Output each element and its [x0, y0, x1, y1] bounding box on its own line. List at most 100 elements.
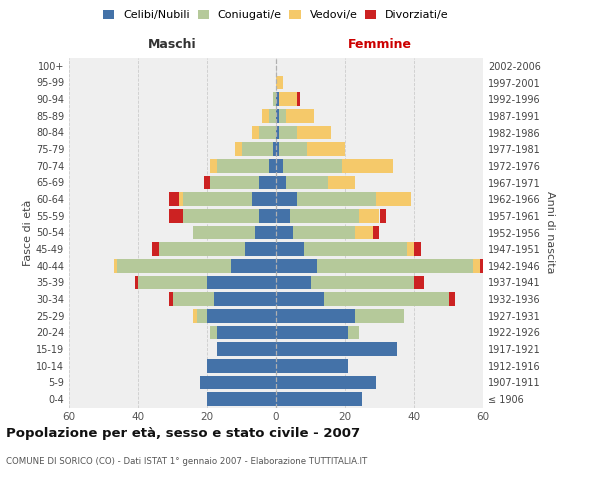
Bar: [276, 176, 286, 190]
Bar: [296, 92, 300, 106]
Bar: [376, 192, 410, 206]
Bar: [283, 159, 341, 172]
Bar: [280, 142, 307, 156]
Text: Maschi: Maschi: [148, 38, 197, 51]
Bar: [272, 92, 276, 106]
Bar: [276, 326, 349, 340]
Bar: [200, 376, 276, 390]
Bar: [197, 309, 207, 322]
Bar: [252, 126, 259, 140]
Bar: [276, 342, 397, 356]
Bar: [214, 292, 276, 306]
Bar: [256, 226, 276, 239]
Bar: [183, 209, 259, 222]
Bar: [203, 176, 211, 190]
Bar: [262, 109, 269, 122]
Bar: [276, 159, 283, 172]
Bar: [296, 126, 331, 140]
Bar: [328, 176, 355, 190]
Bar: [193, 226, 256, 239]
Bar: [276, 392, 362, 406]
Bar: [179, 192, 183, 206]
Bar: [355, 309, 404, 322]
Bar: [473, 259, 479, 272]
Text: COMUNE DI SORICO (CO) - Dati ISTAT 1° gennaio 2007 - Elaborazione TUTTITALIA.IT: COMUNE DI SORICO (CO) - Dati ISTAT 1° ge…: [6, 458, 367, 466]
Y-axis label: Anni di nascita: Anni di nascita: [545, 191, 554, 274]
Bar: [414, 242, 421, 256]
Bar: [276, 109, 280, 122]
Bar: [114, 259, 118, 272]
Bar: [252, 192, 276, 206]
Bar: [276, 309, 355, 322]
Bar: [217, 326, 276, 340]
Bar: [276, 359, 349, 372]
Bar: [235, 142, 241, 156]
Bar: [414, 276, 424, 289]
Bar: [207, 359, 276, 372]
Bar: [231, 259, 276, 272]
Bar: [272, 142, 276, 156]
Bar: [211, 326, 217, 340]
Bar: [193, 309, 197, 322]
Bar: [211, 176, 259, 190]
Bar: [280, 109, 286, 122]
Bar: [269, 109, 276, 122]
Bar: [276, 292, 325, 306]
Bar: [286, 109, 314, 122]
Bar: [211, 159, 217, 172]
Legend: Celibi/Nubili, Coniugati/e, Vedovi/e, Divorziati/e: Celibi/Nubili, Coniugati/e, Vedovi/e, Di…: [100, 6, 452, 24]
Bar: [307, 142, 345, 156]
Bar: [259, 176, 276, 190]
Bar: [134, 276, 138, 289]
Bar: [245, 242, 276, 256]
Bar: [359, 209, 379, 222]
Bar: [169, 292, 173, 306]
Bar: [479, 259, 483, 272]
Bar: [242, 142, 272, 156]
Bar: [169, 209, 183, 222]
Bar: [296, 192, 376, 206]
Bar: [269, 159, 276, 172]
Bar: [311, 276, 414, 289]
Bar: [138, 276, 207, 289]
Bar: [276, 226, 293, 239]
Text: Femmine: Femmine: [347, 38, 412, 51]
Bar: [407, 242, 414, 256]
Bar: [207, 392, 276, 406]
Bar: [259, 126, 276, 140]
Bar: [159, 242, 245, 256]
Bar: [207, 276, 276, 289]
Bar: [280, 92, 296, 106]
Bar: [169, 192, 179, 206]
Bar: [373, 226, 379, 239]
Bar: [207, 309, 276, 322]
Bar: [276, 92, 280, 106]
Bar: [355, 226, 373, 239]
Bar: [217, 342, 276, 356]
Text: Popolazione per età, sesso e stato civile - 2007: Popolazione per età, sesso e stato civil…: [6, 428, 360, 440]
Bar: [290, 209, 359, 222]
Bar: [380, 209, 386, 222]
Bar: [276, 242, 304, 256]
Bar: [341, 159, 394, 172]
Bar: [349, 326, 359, 340]
Bar: [276, 192, 296, 206]
Bar: [276, 209, 290, 222]
Bar: [276, 376, 376, 390]
Bar: [276, 76, 283, 90]
Bar: [276, 142, 280, 156]
Bar: [183, 192, 252, 206]
Bar: [293, 226, 355, 239]
Bar: [276, 126, 280, 140]
Bar: [152, 242, 159, 256]
Bar: [304, 242, 407, 256]
Bar: [286, 176, 328, 190]
Bar: [276, 259, 317, 272]
Bar: [173, 292, 214, 306]
Bar: [449, 292, 455, 306]
Bar: [217, 159, 269, 172]
Bar: [118, 259, 231, 272]
Y-axis label: Fasce di età: Fasce di età: [23, 200, 33, 266]
Bar: [317, 259, 473, 272]
Bar: [276, 276, 311, 289]
